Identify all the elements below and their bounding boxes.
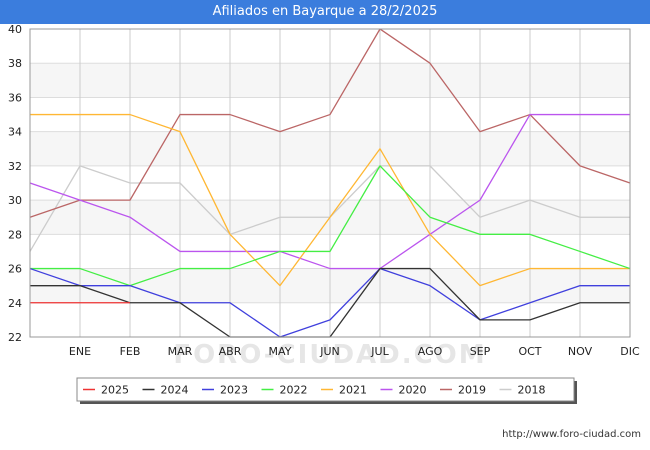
x-tick-label: JUN: [319, 345, 340, 358]
x-tick-label: NOV: [568, 345, 593, 358]
series-line-2023: [29, 267, 630, 338]
x-tick-label: MAR: [168, 345, 193, 358]
x-tick-label: JUL: [370, 345, 389, 358]
y-axis-ticks: 22 24 26 28 30 32 34 36 38 40: [8, 23, 22, 344]
y-tick-label: 40: [8, 23, 22, 36]
legend-label-2022: 2022: [280, 384, 308, 397]
y-tick-label: 22: [8, 331, 22, 344]
y-tick-label: 34: [8, 126, 22, 139]
x-axis-ticks: ENE FEB MAR ABR MAY JUN JUL AGO SEP OCT NOV DIC: [69, 345, 640, 358]
legend-label-2024: 2024: [161, 384, 189, 397]
series-line-2021: [30, 113, 630, 287]
y-tick-label: 24: [8, 297, 22, 310]
x-tick-label: DIC: [620, 345, 640, 358]
y-tick-label: 32: [8, 160, 22, 173]
legend-label-2018: 2018: [518, 384, 546, 397]
x-tick-label: SEP: [470, 345, 491, 358]
x-tick-label: OCT: [518, 345, 541, 358]
series-line-2020: [29, 113, 630, 270]
source-url: http://www.foro-ciudad.com: [502, 429, 641, 440]
plot-frame: [29, 28, 631, 338]
y-tick-label: 36: [8, 91, 22, 104]
y-tick-label: 38: [8, 57, 22, 70]
x-tick-label: AGO: [418, 345, 443, 358]
x-tick-label: FEB: [120, 345, 141, 358]
y-tick-label: 28: [8, 228, 22, 241]
y-tick-label: 30: [8, 194, 22, 207]
watermark: FORO-CIUDAD.COM: [173, 340, 486, 370]
x-tick-label: ABR: [219, 345, 242, 358]
legend-label-2025: 2025: [101, 384, 129, 397]
legend-label-2019: 2019: [458, 384, 486, 397]
x-tick-label: ENE: [69, 345, 91, 358]
legend-label-2021: 2021: [339, 384, 367, 397]
legend-label-2023: 2023: [220, 384, 248, 397]
chart-title: Afiliados en Bayarque a 28/2/2025: [0, 0, 650, 24]
x-tick-label: MAY: [269, 345, 292, 358]
legend: 2025 2024 2023 2022 2021 2020 2019 2018: [76, 377, 577, 404]
legend-label-2020: 2020: [399, 384, 427, 397]
y-tick-label: 26: [8, 263, 22, 276]
